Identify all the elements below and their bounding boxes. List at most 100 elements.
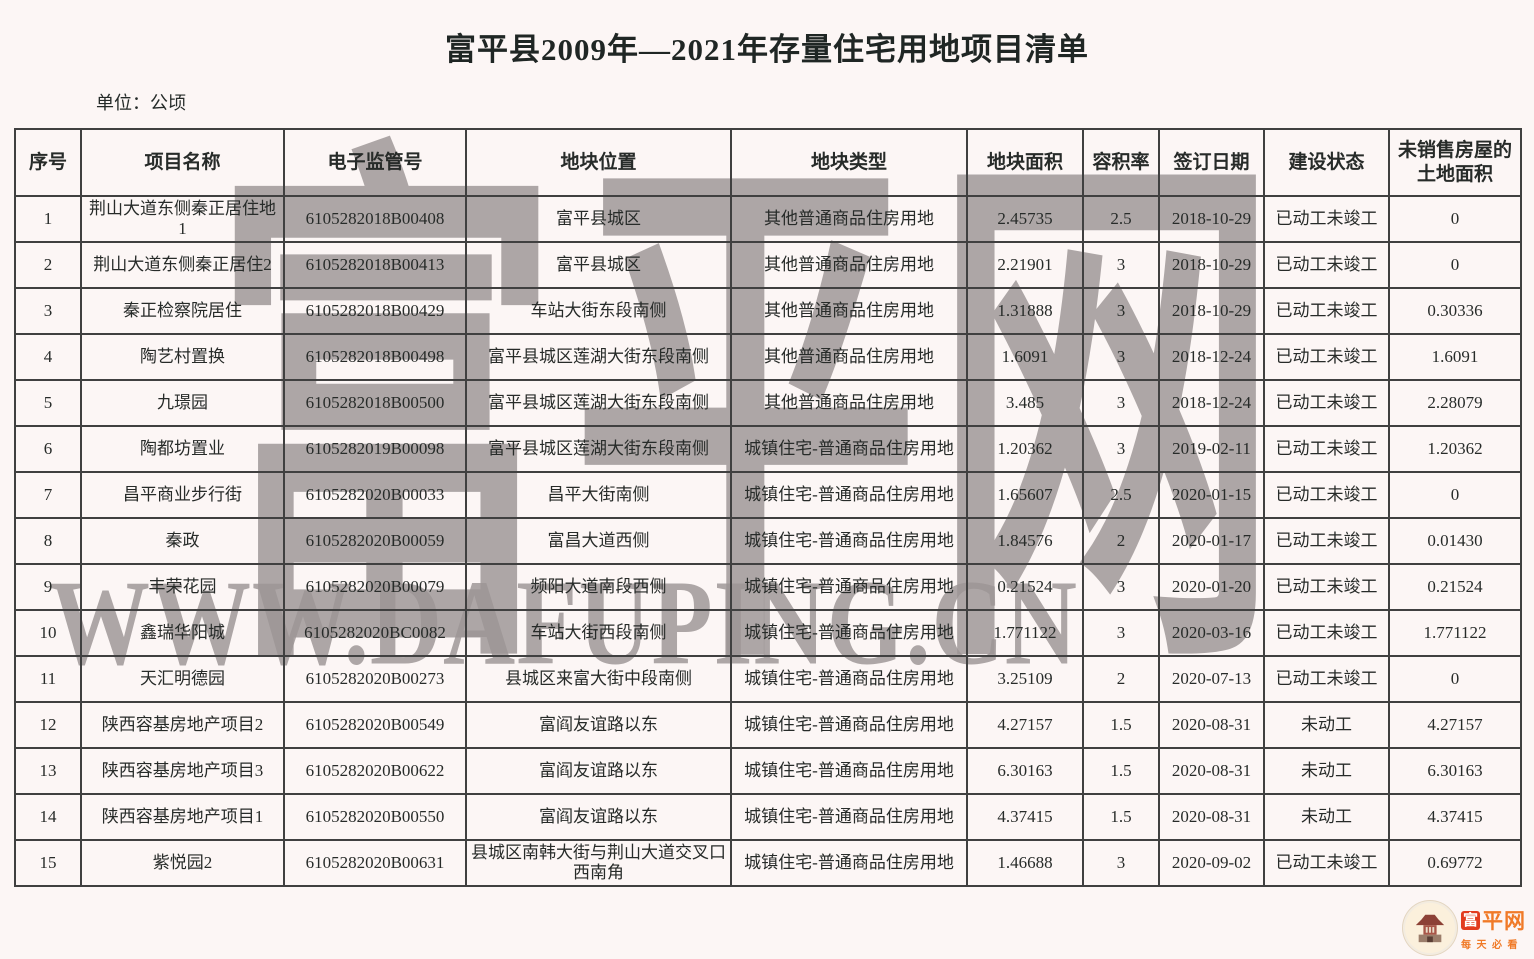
table-row: 13 陕西容基房地产项目3 6105282020B00622 富阎友谊路以东 城镇住宅-… xyxy=(14,747,1522,795)
cell-supervision-id: 6105282019B00098 xyxy=(283,425,467,473)
cell-plot-ratio: 3 xyxy=(1082,287,1160,335)
cell-plot-ratio: 1.5 xyxy=(1082,747,1160,795)
cell-unsold-area: 0.01430 xyxy=(1388,517,1522,565)
cell-plot-area: 1.84576 xyxy=(966,517,1084,565)
cell-unsold-area: 6.30163 xyxy=(1388,747,1522,795)
cell-sign-date: 2020-01-20 xyxy=(1158,563,1265,611)
cell-supervision-id: 6105282020B00622 xyxy=(283,747,467,795)
cell-sign-date: 2020-03-16 xyxy=(1158,609,1265,657)
cell-unsold-area: 0 xyxy=(1388,241,1522,289)
cell-plot-ratio: 3 xyxy=(1082,563,1160,611)
cell-plot-type: 城镇住宅-普通商品住房用地 xyxy=(730,609,968,657)
cell-project-name: 荆山大道东侧秦正居住2 xyxy=(80,241,285,289)
cell-sign-date: 2018-10-29 xyxy=(1158,241,1265,289)
cell-serial: 8 xyxy=(14,517,82,565)
cell-build-status: 已动工未竣工 xyxy=(1263,655,1390,703)
cell-project-name: 陕西容基房地产项目2 xyxy=(80,701,285,749)
cell-plot-area: 1.6091 xyxy=(966,333,1084,381)
cell-location: 县城区来富大街中段南侧 xyxy=(465,655,732,703)
cell-plot-type: 城镇住宅-普通商品住房用地 xyxy=(730,563,968,611)
cell-sign-date: 2019-02-11 xyxy=(1158,425,1265,473)
cell-supervision-id: 6105282018B00408 xyxy=(283,195,467,243)
table-row: 14 陕西容基房地产项目1 6105282020B00550 富阎友谊路以东 城镇住宅-… xyxy=(14,793,1522,841)
cell-unsold-area: 0.21524 xyxy=(1388,563,1522,611)
cell-plot-area: 1.65607 xyxy=(966,471,1084,519)
cell-serial: 2 xyxy=(14,241,82,289)
header-unsold-area: 未销售房屋的土地面积 xyxy=(1388,128,1522,197)
cell-location: 富平县城区莲湖大街东段南侧 xyxy=(465,425,732,473)
cell-supervision-id: 6105282020B00631 xyxy=(283,839,467,887)
cell-sign-date: 2020-01-17 xyxy=(1158,517,1265,565)
site-logo: 富 平网 每天必看 xyxy=(1405,903,1526,953)
table-row: 9 丰荣花园 6105282020B00079 频阳大道南段西侧 城镇住宅-普通商品住房… xyxy=(14,563,1522,611)
cell-project-name: 陶艺村置换 xyxy=(80,333,285,381)
cell-plot-ratio: 3 xyxy=(1082,241,1160,289)
cell-build-status: 未动工 xyxy=(1263,747,1390,795)
cell-plot-area: 6.30163 xyxy=(966,747,1084,795)
cell-sign-date: 2020-01-15 xyxy=(1158,471,1265,519)
cell-plot-ratio: 2 xyxy=(1082,517,1160,565)
cell-plot-type: 城镇住宅-普通商品住房用地 xyxy=(730,655,968,703)
cell-build-status: 已动工未竣工 xyxy=(1263,379,1390,427)
logo-tagline: 每天必看 xyxy=(1461,940,1523,951)
logo-site-name-rest: 平网 xyxy=(1482,910,1526,933)
cell-unsold-area: 1.6091 xyxy=(1388,333,1522,381)
cell-plot-area: 4.37415 xyxy=(966,793,1084,841)
table-body: 1 荆山大道东侧秦正居住地1 6105282018B00408 富平县城区 其他普通商品… xyxy=(14,195,1522,887)
cell-supervision-id: 6105282020BC0082 xyxy=(283,609,467,657)
table-row: 4 陶艺村置换 6105282018B00498 富平县城区莲湖大街东段南侧 其他普通商… xyxy=(14,333,1522,381)
cell-sign-date: 2020-07-13 xyxy=(1158,655,1265,703)
cell-supervision-id: 6105282018B00429 xyxy=(283,287,467,335)
cell-serial: 14 xyxy=(14,793,82,841)
cell-sign-date: 2020-08-31 xyxy=(1158,747,1265,795)
cell-unsold-area: 0 xyxy=(1388,655,1522,703)
cell-sign-date: 2018-12-24 xyxy=(1158,379,1265,427)
header-supervision-id: 电子监管号 xyxy=(283,128,467,197)
cell-plot-type: 其他普通商品住房用地 xyxy=(730,287,968,335)
cell-plot-type: 城镇住宅-普通商品住房用地 xyxy=(730,747,968,795)
cell-plot-area: 1.46688 xyxy=(966,839,1084,887)
cell-serial: 15 xyxy=(14,839,82,887)
cell-project-name: 陕西容基房地产项目1 xyxy=(80,793,285,841)
cell-build-status: 已动工未竣工 xyxy=(1263,287,1390,335)
cell-sign-date: 2018-10-29 xyxy=(1158,287,1265,335)
cell-sign-date: 2018-12-24 xyxy=(1158,333,1265,381)
cell-plot-type: 城镇住宅-普通商品住房用地 xyxy=(730,793,968,841)
cell-location: 富平县城区 xyxy=(465,241,732,289)
cell-plot-ratio: 3 xyxy=(1082,379,1160,427)
cell-supervision-id: 6105282020B00079 xyxy=(283,563,467,611)
cell-plot-area: 3.25109 xyxy=(966,655,1084,703)
cell-serial: 3 xyxy=(14,287,82,335)
cell-serial: 10 xyxy=(14,609,82,657)
cell-serial: 13 xyxy=(14,747,82,795)
table-row: 11 天汇明德园 6105282020B00273 县城区来富大街中段南侧 城镇住宅-普… xyxy=(14,655,1522,703)
cell-plot-ratio: 3 xyxy=(1082,839,1160,887)
cell-plot-ratio: 1.5 xyxy=(1082,793,1160,841)
table-row: 7 昌平商业步行街 6105282020B00033 昌平大街南侧 城镇住宅-普通商品住… xyxy=(14,471,1522,519)
cell-plot-area: 3.485 xyxy=(966,379,1084,427)
header-build-status: 建设状态 xyxy=(1263,128,1390,197)
cell-serial: 5 xyxy=(14,379,82,427)
cell-supervision-id: 6105282020B00059 xyxy=(283,517,467,565)
drum-tower-icon xyxy=(1405,903,1455,953)
cell-project-name: 陕西容基房地产项目3 xyxy=(80,747,285,795)
cell-plot-type: 其他普通商品住房用地 xyxy=(730,333,968,381)
cell-plot-area: 1.31888 xyxy=(966,287,1084,335)
table-header-row: 序号 项目名称 电子监管号 地块位置 地块类型 地块面积 容积率 签订日期 建设… xyxy=(14,128,1522,197)
cell-plot-ratio: 2.5 xyxy=(1082,471,1160,519)
cell-unsold-area: 0 xyxy=(1388,471,1522,519)
cell-location: 富平县城区 xyxy=(465,195,732,243)
cell-project-name: 紫悦园2 xyxy=(80,839,285,887)
cell-plot-area: 4.27157 xyxy=(966,701,1084,749)
cell-plot-type: 城镇住宅-普通商品住房用地 xyxy=(730,517,968,565)
cell-serial: 4 xyxy=(14,333,82,381)
cell-plot-type: 城镇住宅-普通商品住房用地 xyxy=(730,839,968,887)
header-serial: 序号 xyxy=(14,128,82,197)
cell-location: 富阎友谊路以东 xyxy=(465,747,732,795)
table-row: 10 鑫瑞华阳城 6105282020BC0082 车站大街西段南侧 城镇住宅-普通商品… xyxy=(14,609,1522,657)
cell-unsold-area: 0.69772 xyxy=(1388,839,1522,887)
cell-plot-ratio: 2 xyxy=(1082,655,1160,703)
cell-build-status: 未动工 xyxy=(1263,793,1390,841)
cell-serial: 6 xyxy=(14,425,82,473)
page-title: 富平县2009年—2021年存量住宅用地项目清单 xyxy=(445,32,1089,67)
